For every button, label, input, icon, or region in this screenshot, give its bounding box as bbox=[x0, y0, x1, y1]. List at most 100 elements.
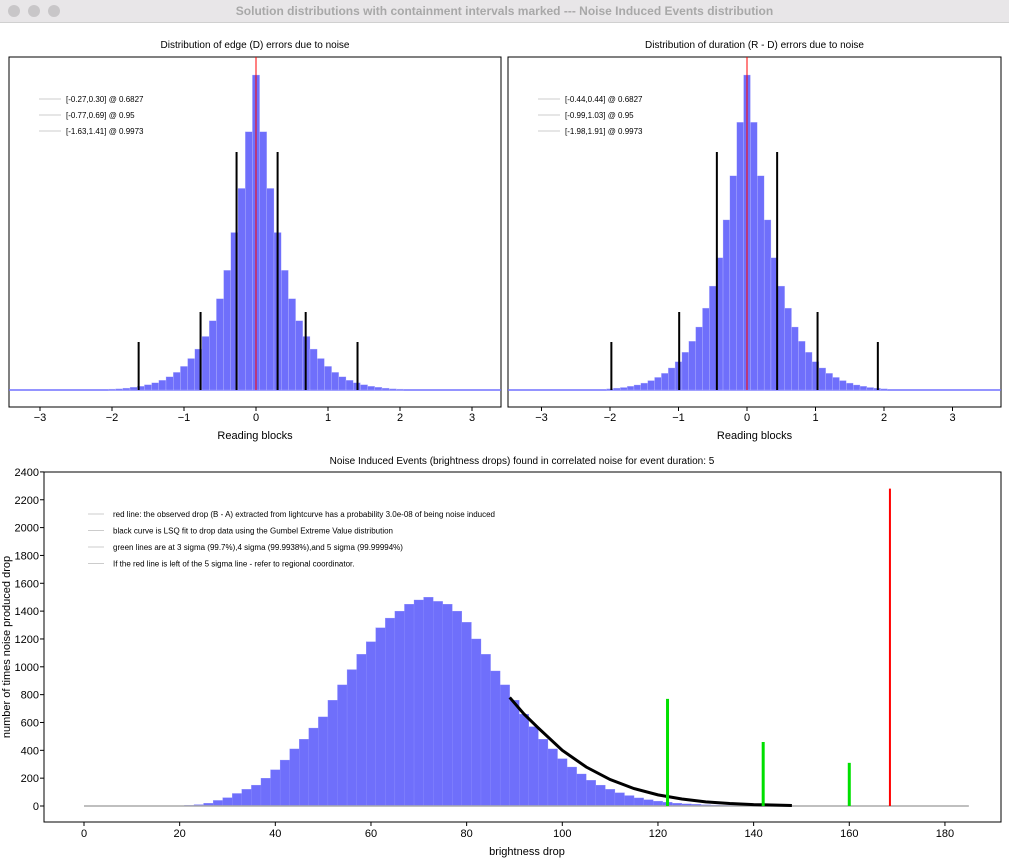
histogram-bar bbox=[832, 377, 840, 391]
histogram-bar bbox=[251, 784, 262, 807]
histogram-bar bbox=[499, 684, 510, 807]
histogram-bar bbox=[331, 372, 339, 391]
x-tick-label: 160 bbox=[840, 828, 858, 840]
x-axis-label: Reading blocks bbox=[217, 430, 293, 442]
histogram-bar bbox=[144, 384, 152, 391]
x-tick-label: 2 bbox=[881, 412, 887, 424]
histogram-bar bbox=[614, 792, 625, 807]
histogram-bar bbox=[624, 795, 635, 807]
histogram-bar bbox=[241, 789, 252, 807]
histogram-bar bbox=[606, 388, 614, 391]
histogram-bar bbox=[345, 380, 354, 391]
y-tick-label: 600 bbox=[21, 717, 39, 729]
histogram-bar bbox=[643, 799, 654, 807]
histogram-bar bbox=[173, 372, 181, 391]
histogram-bar bbox=[327, 700, 338, 807]
histogram-bar bbox=[647, 380, 655, 391]
histogram-bar bbox=[115, 388, 123, 391]
histogram-bar bbox=[317, 358, 325, 391]
histogram-bar bbox=[337, 684, 348, 807]
histogram-bar bbox=[122, 387, 131, 391]
y-tick-label: 200 bbox=[21, 773, 39, 785]
histogram-bar bbox=[471, 638, 482, 807]
legend-entry: [-1.63,1.41] @ 0.9973 bbox=[66, 127, 144, 136]
histogram-bar bbox=[237, 188, 246, 391]
histogram-bar bbox=[356, 654, 367, 807]
legend-entry: red line: the observed drop (B - A) extr… bbox=[113, 510, 495, 519]
histogram-bar bbox=[695, 326, 703, 391]
histogram-bar bbox=[702, 307, 710, 391]
histogram-bar bbox=[538, 739, 549, 807]
histogram-bar bbox=[750, 122, 758, 391]
histogram-bar bbox=[360, 384, 368, 391]
window-title: Solution distributions with containment … bbox=[235, 4, 774, 18]
x-tick-label: 2 bbox=[397, 412, 403, 424]
histogram-bar bbox=[375, 627, 386, 807]
histogram-bar bbox=[509, 700, 520, 807]
histogram-bar bbox=[613, 387, 621, 391]
histogram-bar bbox=[404, 604, 415, 807]
histogram-bar bbox=[295, 320, 303, 391]
legend-entry: [-0.44,0.44] @ 0.6827 bbox=[565, 95, 643, 104]
x-tick-label: 3 bbox=[469, 412, 475, 424]
histogram-bar bbox=[866, 387, 874, 391]
histogram-bar bbox=[299, 739, 309, 807]
x-tick-label: 120 bbox=[649, 828, 667, 840]
legend-entry: black curve is LSQ fit to drop data usin… bbox=[113, 527, 393, 536]
histogram-bar bbox=[853, 384, 861, 391]
histogram-bar bbox=[763, 219, 772, 391]
histogram-bar bbox=[158, 380, 167, 391]
histogram-bar bbox=[519, 713, 529, 807]
y-tick-label: 2000 bbox=[15, 523, 39, 535]
histogram-bar bbox=[839, 380, 847, 391]
histogram-bar bbox=[212, 800, 223, 807]
x-tick-label: 20 bbox=[174, 828, 186, 840]
legend-entry: green lines are at 3 sigma (99.7%),4 sig… bbox=[113, 543, 403, 552]
histogram-bar bbox=[490, 670, 501, 807]
histogram-bar bbox=[654, 377, 662, 391]
y-tick-label: 1400 bbox=[15, 606, 39, 618]
legend-entry: If the red line is left of the 5 sigma l… bbox=[113, 560, 354, 569]
x-tick-label: 140 bbox=[744, 828, 762, 840]
x-tick-label: 40 bbox=[269, 828, 281, 840]
y-tick-label: 1200 bbox=[15, 634, 39, 646]
minimize-button[interactable] bbox=[28, 5, 40, 17]
x-tick-label: −2 bbox=[106, 412, 119, 424]
x-tick-label: 1 bbox=[325, 412, 331, 424]
x-tick-label: 0 bbox=[253, 412, 259, 424]
x-axis-label: Reading blocks bbox=[717, 430, 793, 442]
x-tick-label: −2 bbox=[604, 412, 617, 424]
chart-title: Distribution of edge (D) errors due to n… bbox=[161, 40, 350, 51]
histogram-bar bbox=[528, 726, 539, 807]
x-tick-label: −1 bbox=[672, 412, 685, 424]
y-tick-label: 400 bbox=[21, 745, 39, 757]
y-axis-label: number of times noise produced drop bbox=[1, 556, 13, 738]
x-tick-label: −3 bbox=[34, 412, 47, 424]
y-tick-label: 800 bbox=[21, 690, 39, 702]
histogram-bar bbox=[396, 388, 404, 391]
histogram-bar bbox=[620, 387, 628, 391]
histogram-bar bbox=[626, 386, 635, 391]
histogram-bar bbox=[308, 727, 319, 807]
histogram-bar bbox=[151, 382, 159, 391]
histogram-bar bbox=[442, 604, 453, 807]
histogram-bar bbox=[279, 759, 290, 807]
histogram-bar bbox=[266, 188, 275, 391]
histogram-bar bbox=[223, 270, 231, 391]
histogram-bar bbox=[385, 617, 396, 807]
histogram-bar bbox=[222, 797, 233, 807]
histogram-bar bbox=[187, 358, 195, 391]
histogram-bar bbox=[805, 352, 813, 391]
x-tick-label: 60 bbox=[365, 828, 377, 840]
y-tick-label: 1600 bbox=[15, 578, 39, 590]
y-tick-label: 1800 bbox=[15, 550, 39, 562]
histogram-bar bbox=[232, 793, 242, 807]
close-button[interactable] bbox=[8, 5, 20, 17]
legend-entry: [-0.99,1.03] @ 0.95 bbox=[565, 111, 634, 120]
histogram-bar bbox=[576, 773, 587, 807]
zoom-button[interactable] bbox=[48, 5, 60, 17]
histogram-bar bbox=[180, 366, 188, 391]
histogram-bar bbox=[165, 376, 174, 391]
histogram-bar bbox=[245, 131, 253, 391]
histogram-bar bbox=[633, 384, 641, 391]
